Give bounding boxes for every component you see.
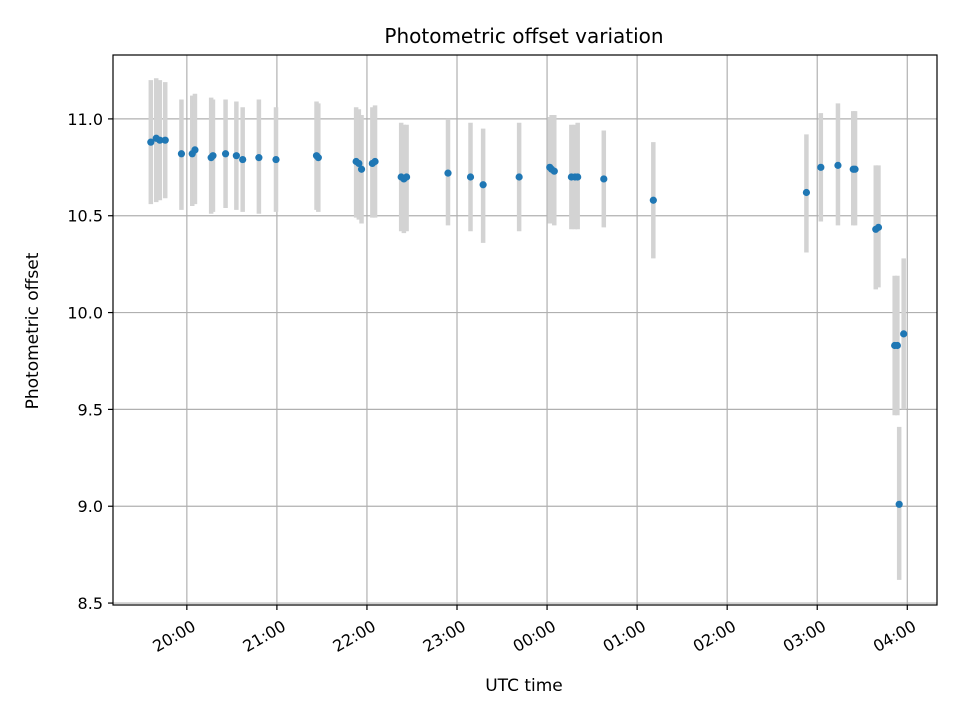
data-point [239,155,247,164]
data-point [574,173,582,181]
plot-frame [112,54,938,606]
data-point [893,341,901,350]
data-point [221,150,230,158]
data-point [209,152,217,160]
data-point [402,173,411,181]
data-point [232,152,240,160]
data-point [600,175,608,183]
data-points [147,134,908,508]
data-point [834,161,842,169]
data-point [817,163,825,171]
data-point [156,136,164,144]
y-axis-ticks: 8.5 9.0 9.5 10.0 10.5 11.0 [67,110,113,613]
data-point [900,330,908,338]
grid [113,55,937,605]
y-tick-label: 8.5 [78,594,103,613]
data-point [272,155,280,164]
y-tick-label: 11.0 [67,110,103,129]
chart-title: Photometric offset variation [384,24,663,48]
data-point [550,167,558,175]
y-tick-label: 10.0 [67,304,103,323]
data-point [444,169,452,177]
data-point [515,173,523,181]
data-point [161,136,169,144]
data-point [802,188,811,197]
y-tick-label: 9.5 [78,400,103,419]
data-point [191,146,199,154]
data-point [874,223,883,231]
data-point [895,500,903,508]
data-point [357,165,366,173]
y-tick-label: 10.5 [67,207,103,226]
data-point [147,138,155,146]
data-point [466,173,475,181]
data-point [371,157,379,166]
data-point [314,154,322,162]
data-point [851,165,859,173]
data-point [177,150,186,158]
y-tick-label: 9.0 [78,497,103,516]
data-point [479,181,487,189]
x-axis-label: UTC time [485,676,563,696]
data-point [649,196,657,204]
data-point [355,159,363,168]
y-axis-label: Photometric offset [23,252,43,409]
data-point [255,154,263,162]
